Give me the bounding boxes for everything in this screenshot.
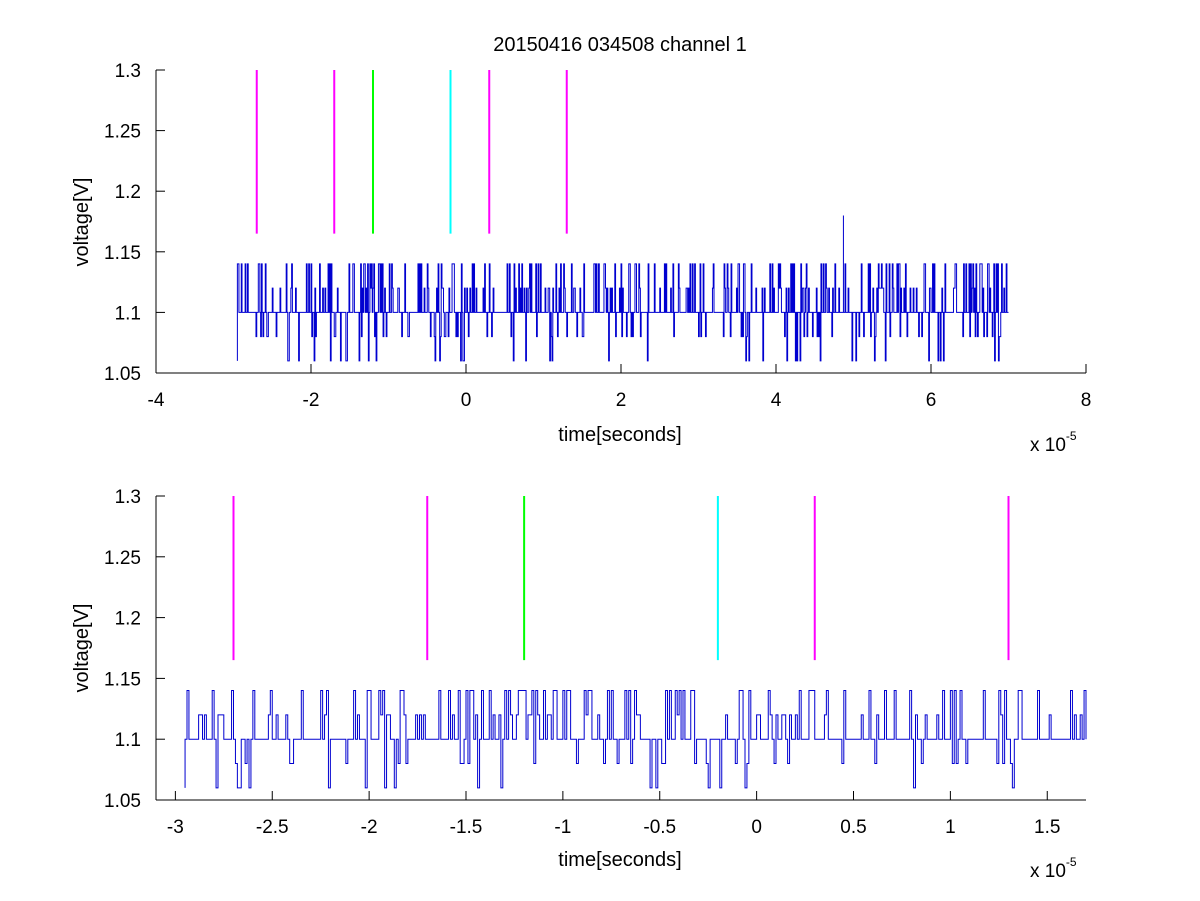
x-axis-label: time[seconds] <box>558 849 681 871</box>
x-axis-multiplier-exponent: -5 <box>1066 429 1077 443</box>
signal-trace <box>184 690 1087 789</box>
x-tick-label: 2 <box>616 390 627 411</box>
x-tick-label: 1.5 <box>1034 817 1060 838</box>
x-axis-multiplier-base: x 10 <box>1030 861 1066 882</box>
y-tick-label: 1.25 <box>104 548 141 569</box>
x-tick-label: -2 <box>361 817 378 838</box>
x-tick-label: 8 <box>1081 390 1092 411</box>
y-tick-label: 1.2 <box>115 182 141 203</box>
top-subplot: 20150416 034508 channel 1 -4 -2 0 2 4 6 8 1.05 1… <box>71 34 1091 456</box>
x-tick-label: 0 <box>461 390 472 411</box>
y-tick-label: 1.05 <box>104 791 141 812</box>
x-tick-label: 6 <box>926 390 937 411</box>
x-axis-multiplier-exponent: -5 <box>1066 855 1077 869</box>
y-tick-label: 1.1 <box>115 303 141 324</box>
y-axis-label: voltage[V] <box>71 604 93 693</box>
x-tick-label: -2.5 <box>256 817 289 838</box>
signal-trace <box>236 215 1009 362</box>
bottom-subplot: -3 -2.5 -2 -1.5 -1 -0.5 0 0.5 1 1.5 1.05 1.1 1.15 1.2… <box>71 487 1087 882</box>
x-axis-multiplier: x 10-5 <box>1030 429 1077 456</box>
x-tick-label: -2 <box>303 390 320 411</box>
y-tick-label: 1.05 <box>104 364 141 385</box>
x-tick-label: 1 <box>945 817 956 838</box>
x-tick-label: 0 <box>751 817 762 838</box>
y-tick-label: 1.15 <box>104 669 141 690</box>
x-axis-label: time[seconds] <box>558 424 681 446</box>
y-tick-label: 1.1 <box>115 730 141 751</box>
y-tick-label: 1.3 <box>115 61 141 82</box>
chart-title: 20150416 034508 channel 1 <box>493 34 747 56</box>
x-tick-label: -4 <box>148 390 165 411</box>
y-axis-label: voltage[V] <box>71 178 93 267</box>
x-tick-label: -3 <box>167 817 184 838</box>
x-tick-label: -1 <box>554 817 571 838</box>
y-tick-label: 1.25 <box>104 122 141 143</box>
y-tick-label: 1.15 <box>104 243 141 264</box>
x-axis-multiplier-base: x 10 <box>1030 435 1066 456</box>
x-tick-label: -0.5 <box>643 817 676 838</box>
y-tick-label: 1.2 <box>115 609 141 630</box>
y-tick-label: 1.3 <box>115 487 141 508</box>
x-axis-multiplier: x 10-5 <box>1030 855 1077 882</box>
x-tick-label: -1.5 <box>450 817 483 838</box>
x-tick-label: 0.5 <box>840 817 866 838</box>
x-tick-label: 4 <box>771 390 782 411</box>
